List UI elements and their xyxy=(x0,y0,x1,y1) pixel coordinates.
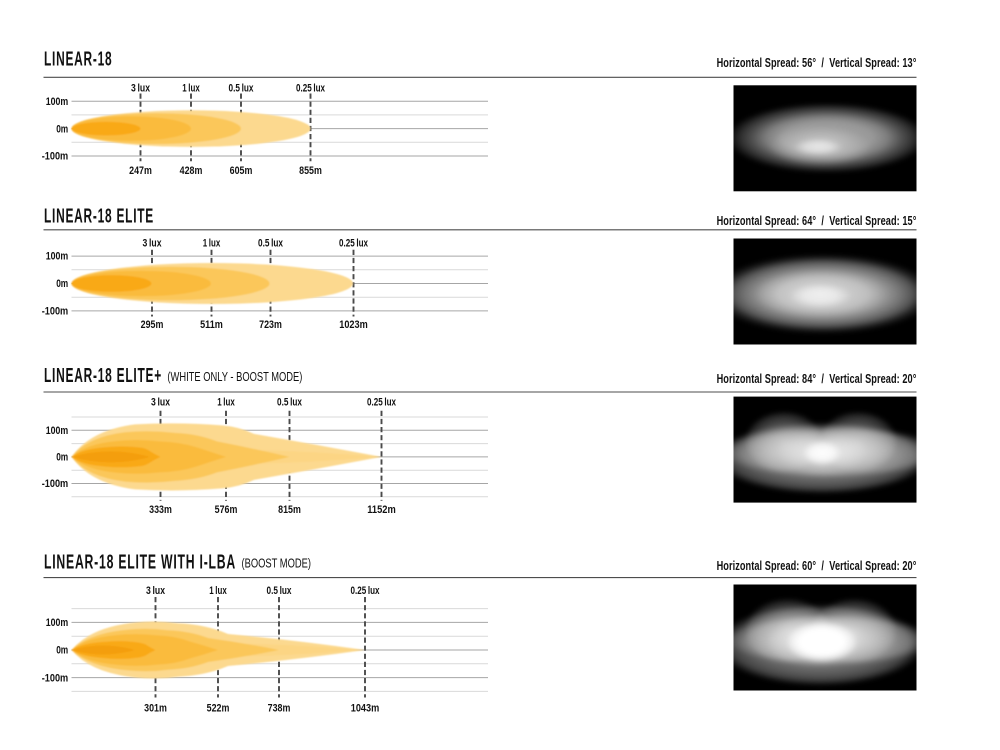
svg-text:(WHITE ONLY - BOOST MODE): (WHITE ONLY - BOOST MODE) xyxy=(167,369,302,384)
svg-text:247m: 247m xyxy=(129,165,152,177)
svg-text:100m: 100m xyxy=(46,96,69,108)
svg-text:522m: 522m xyxy=(207,703,230,715)
svg-text:0m: 0m xyxy=(56,278,68,290)
svg-text:0.25 lux: 0.25 lux xyxy=(339,238,369,250)
svg-text:3 lux: 3 lux xyxy=(146,585,166,597)
svg-text:0.5 lux: 0.5 lux xyxy=(229,83,255,95)
svg-text:723m: 723m xyxy=(259,319,282,331)
svg-text:333m: 333m xyxy=(149,504,172,516)
svg-text:3 lux: 3 lux xyxy=(143,238,163,250)
svg-text:511m: 511m xyxy=(200,319,223,331)
svg-text:0.25 lux: 0.25 lux xyxy=(296,83,326,95)
svg-text:1023m: 1023m xyxy=(339,319,368,331)
svg-text:0m: 0m xyxy=(56,123,68,135)
svg-text:301m: 301m xyxy=(144,703,167,715)
svg-text:0.25 lux: 0.25 lux xyxy=(351,585,381,597)
svg-text:605m: 605m xyxy=(230,165,253,177)
svg-text:576m: 576m xyxy=(215,504,238,516)
svg-text:738m: 738m xyxy=(268,703,291,715)
svg-text:100m: 100m xyxy=(46,251,69,263)
svg-text:-100m: -100m xyxy=(42,478,69,490)
svg-text:295m: 295m xyxy=(141,319,164,331)
svg-text:-100m: -100m xyxy=(42,306,69,318)
svg-text:855m: 855m xyxy=(299,165,322,177)
svg-text:1 lux: 1 lux xyxy=(209,585,227,597)
svg-text:1043m: 1043m xyxy=(351,703,380,715)
svg-text:100m: 100m xyxy=(46,425,69,437)
svg-text:0.5 lux: 0.5 lux xyxy=(258,238,284,250)
svg-text:1 lux: 1 lux xyxy=(182,83,200,95)
svg-text:100m: 100m xyxy=(46,617,69,629)
svg-text:815m: 815m xyxy=(278,504,301,516)
svg-text:1 lux: 1 lux xyxy=(203,238,221,250)
svg-text:LINEAR-18 ELITE: LINEAR-18 ELITE xyxy=(44,205,154,228)
svg-text:0.25 lux: 0.25 lux xyxy=(367,397,397,409)
svg-text:3 lux: 3 lux xyxy=(151,397,171,409)
svg-text:1 lux: 1 lux xyxy=(217,397,235,409)
svg-text:3 lux: 3 lux xyxy=(131,83,151,95)
svg-text:-100m: -100m xyxy=(42,672,69,684)
svg-text:-100m: -100m xyxy=(42,151,69,163)
svg-text:1152m: 1152m xyxy=(367,504,396,516)
svg-text:(BOOST MODE): (BOOST MODE) xyxy=(242,555,312,570)
svg-text:0m: 0m xyxy=(56,645,68,657)
svg-text:428m: 428m xyxy=(180,165,203,177)
svg-text:0m: 0m xyxy=(56,452,68,464)
svg-text:LINEAR-18 ELITE WITH I-LBA: LINEAR-18 ELITE WITH I-LBA xyxy=(44,551,236,574)
svg-text:LINEAR-18 ELITE+: LINEAR-18 ELITE+ xyxy=(44,364,162,387)
svg-text:LINEAR-18: LINEAR-18 xyxy=(44,48,112,71)
svg-text:0.5 lux: 0.5 lux xyxy=(267,585,293,597)
svg-text:0.5 lux: 0.5 lux xyxy=(277,397,303,409)
